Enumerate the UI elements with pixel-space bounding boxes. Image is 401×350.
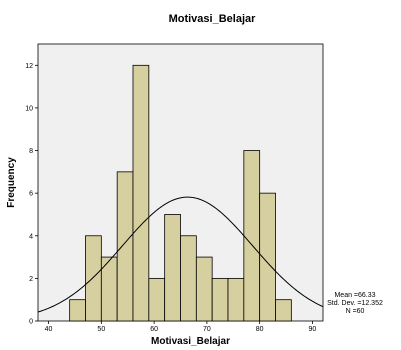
- bar-9: [211, 277, 229, 322]
- y-axis: 0 2 4 6 8 10 12: [25, 63, 38, 326]
- x-tick-label-1: 50: [97, 326, 105, 333]
- bar-11: [243, 150, 261, 322]
- x-tick-label-2: 60: [150, 326, 158, 333]
- bar-13: [275, 299, 292, 322]
- chart-title: Motivasi_Belajar: [169, 13, 257, 25]
- y-tick-label-0: 0: [29, 319, 33, 326]
- bar-4: [132, 64, 150, 322]
- stat-line-0: Mean =66.33: [334, 292, 375, 299]
- bar-0: [69, 299, 86, 322]
- bar-12: [259, 192, 276, 322]
- bar-3: [116, 171, 134, 322]
- bar-6: [164, 214, 181, 322]
- y-tick-label-5: 10: [25, 105, 33, 112]
- stat-line-1: Std. Dev. =12.352: [327, 300, 383, 307]
- x-tick-label-3: 70: [203, 326, 211, 333]
- bar-7: [180, 235, 197, 322]
- bar-10: [227, 277, 245, 322]
- y-tick-label-1: 2: [29, 276, 33, 283]
- y-tick-label-6: 12: [25, 63, 33, 70]
- y-axis-label: Frequency: [6, 157, 17, 208]
- x-tick-label-4: 80: [256, 326, 264, 333]
- y-tick-label-3: 6: [29, 191, 33, 198]
- bar-8: [195, 256, 213, 322]
- x-tick-label-5: 90: [309, 326, 317, 333]
- bar-1: [85, 235, 102, 322]
- y-tick-label-2: 4: [29, 233, 33, 240]
- stat-line-2: N =60: [346, 308, 365, 315]
- bars-group: [69, 64, 292, 322]
- y-tick-label-4: 8: [29, 148, 33, 155]
- x-axis-label: Motivasi_Belajar: [151, 336, 230, 347]
- bar-5: [148, 277, 166, 322]
- normal-curve: [37, 196, 324, 313]
- x-tick-label-0: 40: [45, 326, 53, 333]
- x-axis: 40 50 60 70 80 90: [45, 321, 317, 333]
